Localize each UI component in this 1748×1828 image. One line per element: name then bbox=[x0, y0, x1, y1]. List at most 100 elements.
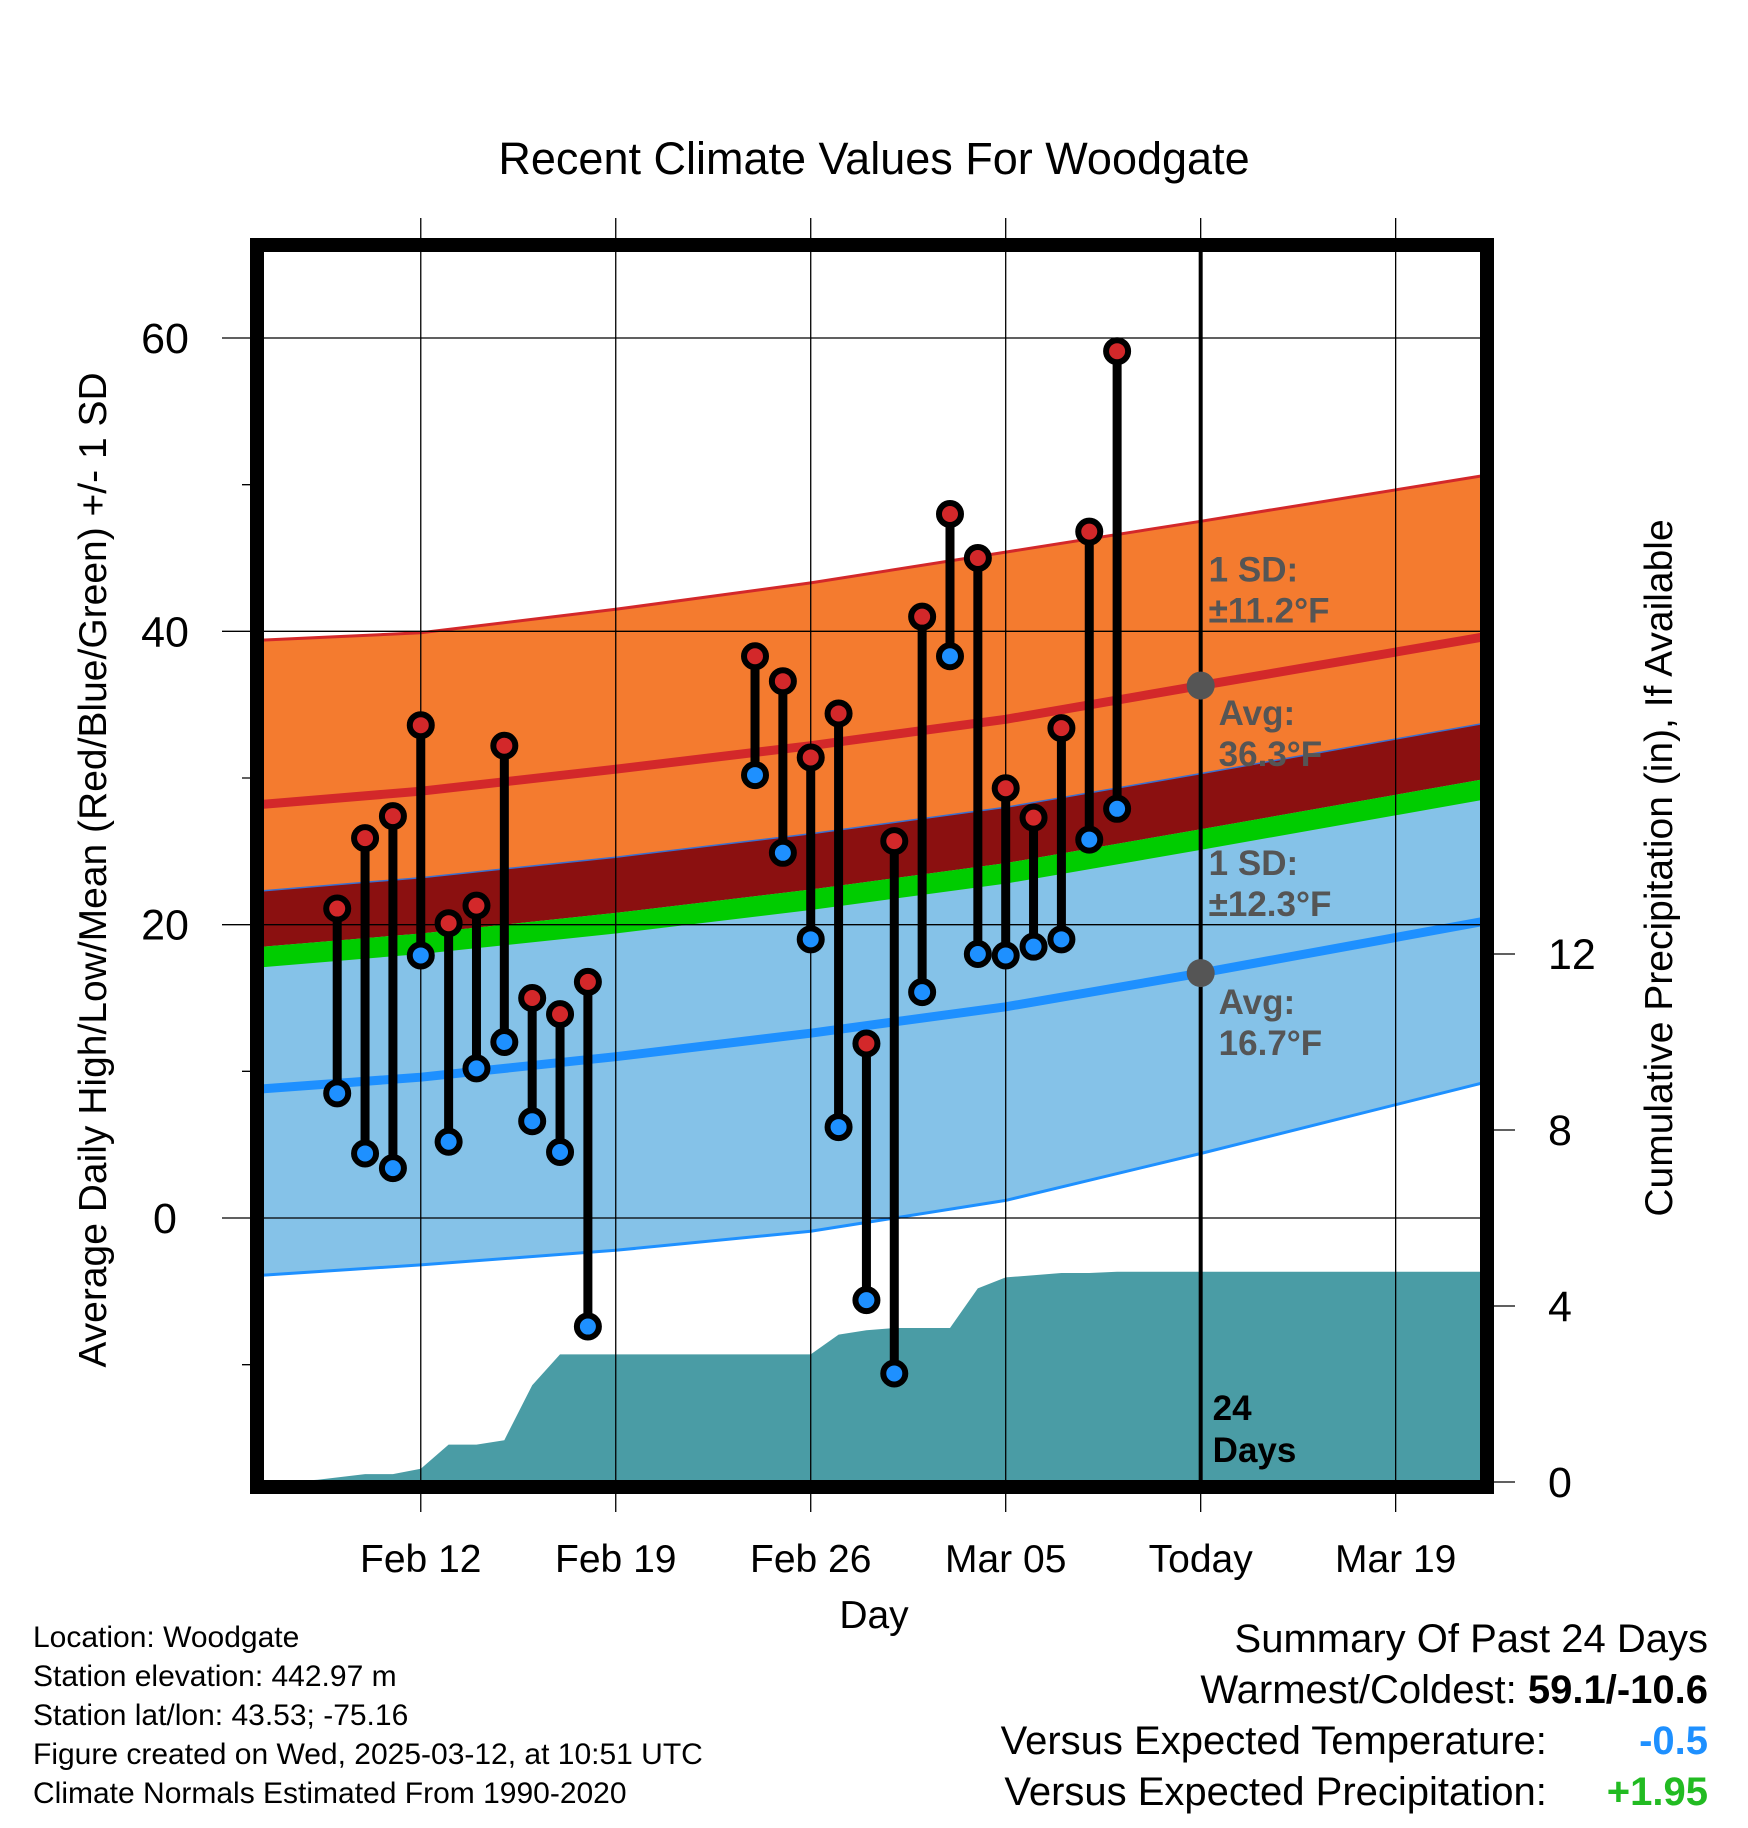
high-avg-annotation-line: Avg: bbox=[1219, 694, 1295, 733]
obs-high-point bbox=[323, 894, 352, 923]
obs-low-point bbox=[490, 1028, 519, 1056]
y-left-tick-label: 40 bbox=[141, 608, 189, 656]
obs-low-point bbox=[1075, 825, 1104, 854]
obs-low-point bbox=[351, 1139, 380, 1168]
y-right-tick-label: 0 bbox=[1548, 1459, 1572, 1507]
summary-heading: Summary Of Past 24 Days bbox=[1234, 1617, 1708, 1661]
obs-high-point bbox=[852, 1029, 881, 1058]
obs-low-point bbox=[796, 925, 825, 954]
temp-label: Versus Expected Temperature: bbox=[1000, 1719, 1547, 1763]
y-left-tick-label: 0 bbox=[153, 1195, 177, 1243]
obs-high-point bbox=[1019, 803, 1048, 832]
obs-high-point bbox=[351, 824, 380, 853]
created-text: Figure created on Wed, 2025-03-12, at 10… bbox=[33, 1738, 703, 1771]
obs-high-point bbox=[406, 711, 435, 740]
obs-high-point bbox=[991, 774, 1020, 803]
station-info: Location: Woodgate Station elevation: 44… bbox=[33, 1618, 703, 1813]
x-tick-label: Mar 19 bbox=[1335, 1538, 1456, 1581]
today-days-label-line: Days bbox=[1213, 1431, 1297, 1470]
high-sd-annotation-line: ±11.2°F bbox=[1209, 591, 1330, 630]
obs-high-point bbox=[462, 891, 491, 920]
low-avg-annotation-line: 16.7°F bbox=[1219, 1024, 1323, 1063]
y-right-tick-label: 12 bbox=[1548, 931, 1596, 979]
obs-low-point bbox=[1019, 932, 1048, 961]
high-sd-annotation: 1 SD: ±11.2°F bbox=[1209, 550, 1330, 630]
obs-low-point bbox=[518, 1107, 547, 1136]
low-sd-annotation-line: ±12.3°F bbox=[1209, 885, 1332, 924]
chart-title: Recent Climate Values For Woodgate bbox=[498, 133, 1249, 184]
obs-high-point bbox=[741, 642, 770, 671]
today-days-label: 24 Days bbox=[1213, 1389, 1297, 1470]
high-avg-dot bbox=[1186, 671, 1215, 700]
obs-high-point bbox=[768, 667, 797, 696]
x-tick-label: Feb 12 bbox=[360, 1538, 481, 1581]
obs-low-point bbox=[573, 1312, 602, 1341]
obs-low-point bbox=[546, 1138, 575, 1166]
summary-panel: Summary Of Past 24 Days Warmest/Coldest:… bbox=[1001, 1614, 1708, 1818]
mean-green-band bbox=[262, 779, 1482, 968]
x-tick-label: Feb 19 bbox=[555, 1538, 676, 1581]
obs-high-point bbox=[1103, 337, 1132, 366]
temp-delta-value: -0.5 bbox=[1639, 1719, 1708, 1763]
obs-high-point bbox=[490, 731, 519, 760]
obs-low-point bbox=[880, 1359, 909, 1388]
obs-low-point bbox=[824, 1113, 853, 1142]
x-tick-label: Feb 26 bbox=[750, 1538, 871, 1581]
high-avg-annotation-line: 36.3°F bbox=[1219, 735, 1323, 774]
plot-area bbox=[262, 250, 1482, 1482]
y-right-tick-label: 4 bbox=[1548, 1283, 1572, 1331]
obs-high-point bbox=[935, 500, 964, 528]
today-days-label-line: 24 bbox=[1213, 1389, 1252, 1428]
high-sd-annotation-line: 1 SD: bbox=[1209, 550, 1298, 589]
location-text: Location: Woodgate bbox=[33, 1621, 300, 1654]
x-axis-label: Day bbox=[839, 1594, 909, 1637]
obs-high-point bbox=[880, 827, 909, 856]
precip-delta-value: +1.95 bbox=[1606, 1770, 1708, 1814]
low-avg-dot bbox=[1186, 959, 1215, 988]
summary-temp-row: Versus Expected Temperature: -0.5 bbox=[1001, 1716, 1708, 1767]
obs-high-point bbox=[963, 544, 992, 572]
y-axis-right-label: Cumulative Precipitation (in), If Availa… bbox=[1638, 519, 1681, 1216]
obs-low-point bbox=[852, 1286, 881, 1315]
obs-low-point bbox=[323, 1079, 352, 1108]
x-tick-label: Today bbox=[1149, 1538, 1254, 1581]
high-avg-annotation: Avg: 36.3°F bbox=[1219, 694, 1323, 774]
summary-precip-row: Versus Expected Precipitation: +1.95 bbox=[1001, 1767, 1708, 1818]
obs-low-point bbox=[768, 838, 797, 867]
obs-low-point bbox=[741, 761, 770, 790]
obs-high-point bbox=[434, 909, 463, 938]
obs-high-point bbox=[573, 967, 602, 996]
y-left-tick-label: 60 bbox=[141, 315, 189, 363]
mean-band bbox=[262, 723, 1482, 947]
obs-high-point bbox=[1047, 714, 1076, 743]
low-sd-annotation-line: 1 SD: bbox=[1209, 844, 1298, 883]
obs-low-point bbox=[378, 1154, 407, 1183]
obs-high-point bbox=[796, 743, 825, 772]
low-avg-annotation-line: Avg: bbox=[1219, 983, 1295, 1022]
obs-low-point bbox=[991, 941, 1020, 970]
y-left-tick-label: 20 bbox=[141, 902, 189, 950]
warmest-value: 59.1/-10.6 bbox=[1527, 1668, 1708, 1712]
plot-frame bbox=[250, 238, 1494, 1494]
elevation-text: Station elevation: 442.97 m bbox=[33, 1660, 397, 1693]
low-sd-annotation: 1 SD: ±12.3°F bbox=[1209, 844, 1332, 924]
obs-high-point bbox=[824, 699, 853, 728]
summary-warmest-row: Warmest/Coldest: 59.1/-10.6 bbox=[1001, 1665, 1708, 1716]
obs-low-point bbox=[935, 642, 964, 671]
obs-low-point bbox=[963, 940, 992, 968]
obs-low-point bbox=[406, 941, 435, 970]
obs-low-point bbox=[434, 1127, 463, 1156]
obs-high-point bbox=[1075, 517, 1104, 546]
obs-high-point bbox=[908, 602, 937, 631]
y-right-tick-label: 8 bbox=[1548, 1107, 1572, 1155]
x-tick-label: Mar 05 bbox=[945, 1538, 1066, 1581]
precip-label: Versus Expected Precipitation: bbox=[1004, 1770, 1547, 1814]
obs-low-point bbox=[908, 978, 937, 1007]
warmest-label: Warmest/Coldest: bbox=[1200, 1668, 1517, 1712]
precip-area bbox=[262, 1271, 1482, 1482]
obs-high-point bbox=[518, 984, 547, 1012]
obs-high-point bbox=[378, 802, 407, 831]
low-avg-annotation: Avg: 16.7°F bbox=[1219, 983, 1323, 1063]
normals-text: Climate Normals Estimated From 1990-2020 bbox=[33, 1777, 627, 1810]
